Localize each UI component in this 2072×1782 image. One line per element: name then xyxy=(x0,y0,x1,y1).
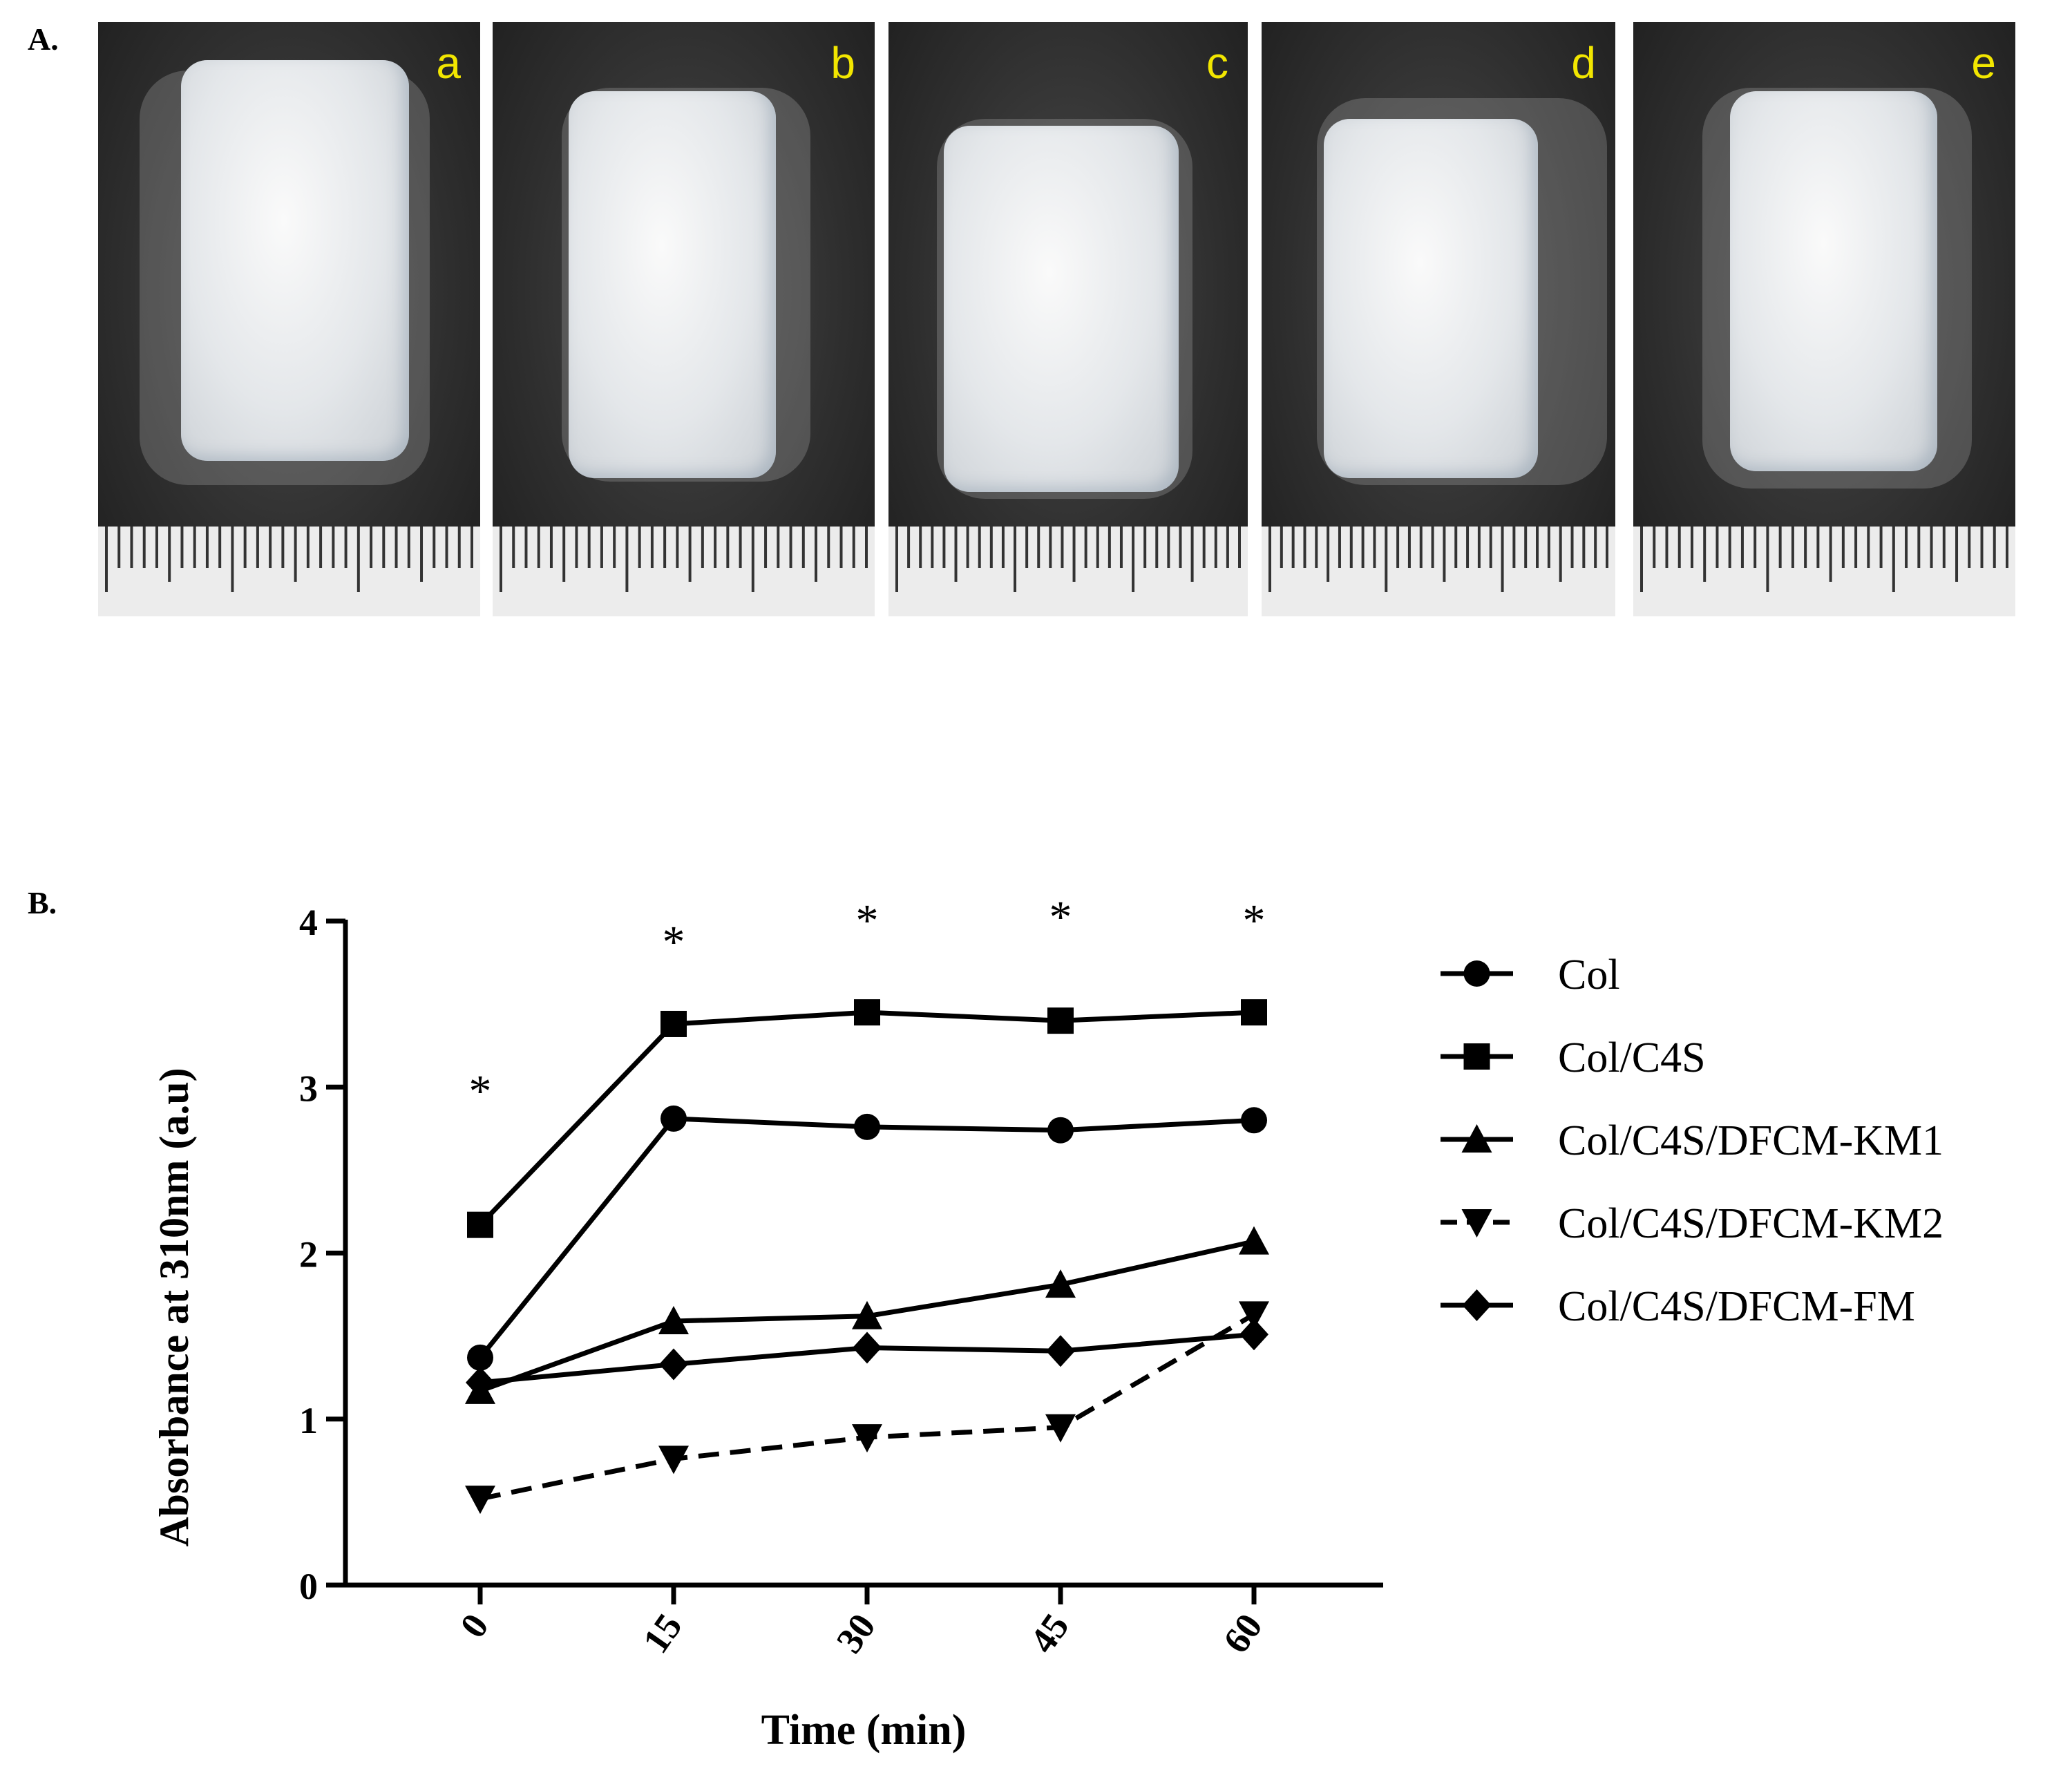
significance-asterisk: * xyxy=(856,895,879,946)
chart-annotations: * * * * * xyxy=(469,892,1266,1117)
data-point xyxy=(1239,1318,1268,1351)
photo-c: c xyxy=(888,22,1248,616)
data-point xyxy=(466,1366,495,1399)
photo-b: b xyxy=(493,22,875,616)
photo-letter: c xyxy=(1206,38,1228,88)
significance-asterisk: * xyxy=(469,1066,492,1117)
legend-marker xyxy=(1461,1209,1492,1238)
data-point xyxy=(1045,1414,1076,1443)
photo-letter: a xyxy=(436,38,461,88)
y-tick-label: 2 xyxy=(299,1234,318,1276)
legend-item: Col xyxy=(1441,951,1620,998)
data-point xyxy=(659,1348,688,1381)
legend-marker xyxy=(1463,960,1490,987)
ruler xyxy=(493,527,875,616)
absorbance-chart: 0 1 2 3 4 0 15 30 45 60 * * * * * Col Col/C4S Col/C4S/D… xyxy=(151,892,1943,1754)
legend-item: Col/C4S xyxy=(1441,1034,1706,1081)
legend-label: Col xyxy=(1558,951,1620,998)
ruler xyxy=(1633,527,2015,616)
data-point xyxy=(465,1486,495,1515)
data-point xyxy=(658,1306,689,1335)
chart-series xyxy=(465,999,1269,1515)
data-point xyxy=(1046,1335,1075,1367)
series-5 xyxy=(466,1318,1268,1399)
ruler xyxy=(888,527,1248,616)
photo-d: d xyxy=(1262,22,1615,616)
series-1 xyxy=(467,1105,1267,1371)
data-point xyxy=(1239,1301,1269,1330)
significance-asterisk: * xyxy=(1049,892,1072,942)
x-axis-label: Time (min) xyxy=(761,1707,967,1754)
x-tick-label: 30 xyxy=(828,1606,884,1660)
photo-e: e xyxy=(1633,22,2015,616)
legend-item: Col/C4S/DFCM-FM xyxy=(1441,1283,1915,1330)
photo-letter: e xyxy=(1971,38,1996,88)
data-point xyxy=(660,1010,687,1037)
x-tick-label: 60 xyxy=(1215,1606,1271,1660)
data-point xyxy=(853,1331,882,1364)
data-point xyxy=(660,1105,687,1132)
y-axis-label: Absorbance at 310nm (a.u) xyxy=(151,1068,197,1546)
data-point xyxy=(467,1211,493,1238)
legend-marker xyxy=(1462,1289,1492,1321)
legend-label: Col/C4S/DFCM-KM1 xyxy=(1558,1117,1943,1164)
data-point xyxy=(1239,1226,1269,1255)
data-point xyxy=(852,1424,882,1453)
data-point xyxy=(1241,1107,1267,1134)
legend-marker xyxy=(1463,1043,1490,1070)
panel-b-label: B. xyxy=(28,885,57,920)
y-tick-label: 1 xyxy=(299,1400,318,1441)
data-point xyxy=(1047,1117,1074,1144)
ruler xyxy=(98,527,480,616)
data-point xyxy=(1045,1269,1076,1298)
legend-item: Col/C4S/DFCM-KM2 xyxy=(1441,1200,1943,1247)
data-point xyxy=(1241,999,1267,1026)
ruler xyxy=(1262,527,1615,616)
data-point xyxy=(658,1445,689,1475)
legend-item: Col/C4S/DFCM-KM1 xyxy=(1441,1117,1943,1164)
significance-asterisk: * xyxy=(663,917,685,967)
photo-a: a xyxy=(98,22,480,616)
y-tick-label: 3 xyxy=(299,1068,318,1109)
x-tick-label: 15 xyxy=(635,1606,690,1660)
panel-a-label: A. xyxy=(28,21,59,57)
series-4 xyxy=(465,1301,1269,1515)
legend-label: Col/C4S xyxy=(1558,1034,1706,1081)
significance-asterisk: * xyxy=(1243,895,1266,946)
data-point xyxy=(854,999,880,1026)
legend-label: Col/C4S/DFCM-KM2 xyxy=(1558,1200,1943,1247)
legend-label: Col/C4S/DFCM-FM xyxy=(1558,1283,1915,1330)
photo-letter: d xyxy=(1571,38,1596,88)
chart-legend: Col Col/C4S Col/C4S/DFCM-KM1 Col/C4S/DFCM-K… xyxy=(1441,951,1943,1330)
data-point xyxy=(1047,1007,1074,1034)
y-tick-label: 0 xyxy=(299,1566,318,1607)
data-point xyxy=(854,1113,880,1140)
photo-letter: b xyxy=(830,38,855,88)
series-2 xyxy=(467,999,1267,1238)
data-point xyxy=(467,1344,493,1371)
data-point xyxy=(852,1300,882,1329)
y-tick-label: 4 xyxy=(299,902,318,943)
x-tick-label: 0 xyxy=(452,1606,497,1645)
legend-marker xyxy=(1461,1124,1492,1153)
x-tick-label: 45 xyxy=(1022,1606,1077,1660)
